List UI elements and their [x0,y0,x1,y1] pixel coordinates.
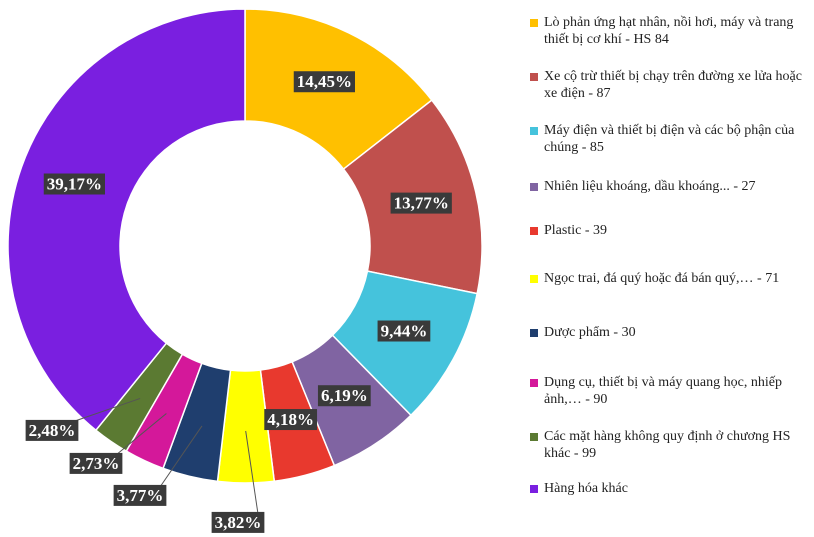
legend-item: Ngọc trai, đá quý hoặc đá bán quý,… - 71 [530,270,810,287]
label-box [390,192,452,214]
label-box [293,71,355,93]
leader-line [159,425,203,488]
legend-item: Nhiên liệu khoáng, dầu khoáng... - 27 [530,178,810,195]
data-label: 2,48% [25,419,79,441]
label-box [211,511,265,533]
data-label: 3,77% [113,484,167,506]
label-text: 4,18% [267,410,314,429]
legend-item: Máy điện và thiết bị điện và các bộ phận… [530,122,810,156]
legend-text: Nhiên liệu khoáng, dầu khoáng... - 27 [544,179,756,194]
legend-text: Các mặt hàng không quy định ở chương HS … [544,429,791,461]
legend-swatch [530,275,538,283]
leader-line [245,430,259,515]
legend-text: Plastic - 39 [544,223,607,238]
legend-text: Máy điện và thiết bị điện và các bộ phận… [544,123,795,155]
label-text: 14,45% [297,72,352,91]
legend-item: Xe cộ trừ thiết bị chạy trên đường xe lử… [530,68,810,102]
legend-swatch [530,19,538,27]
legend-text: Hàng hóa khác [544,481,628,496]
legend-swatch [530,183,538,191]
legend-text: Dụng cụ, thiết bị và máy quang học, nhiế… [544,375,782,407]
legend-swatch [530,127,538,135]
label-box [264,409,318,431]
label-text: 3,82% [215,513,262,532]
chart: 14,45% 13,77% 9,44% 6,19% 4,18% 3,82% 3,77% 2,7… [7,8,483,533]
label-box [25,419,79,441]
leader-line [115,413,167,456]
data-label: 14,45% [293,71,355,93]
legend-item: Lò phản ứng hạt nhân, nồi hơi, máy và tr… [530,14,810,48]
label-box [377,320,431,342]
label-text: 9,44% [381,322,428,341]
legend-item: Hàng hóa khác [530,480,810,497]
legend-text: Lò phản ứng hạt nhân, nồi hơi, máy và tr… [544,15,794,47]
label-text: 2,48% [29,421,76,440]
legend-swatch [530,485,538,493]
legend-text: Ngọc trai, đá quý hoặc đá bán quý,… - 71 [544,271,780,286]
data-label: 6,19% [317,385,371,407]
label-box [113,484,167,506]
data-label: 4,18% [264,409,318,431]
label-text: 39,17% [47,175,102,194]
data-label: 3,82% [211,511,265,533]
slice [7,8,246,432]
label-text: 6,19% [321,386,368,405]
label-text: 3,77% [117,486,164,505]
legend-item: Dược phẩm - 30 [530,324,810,341]
label-box [317,385,371,407]
legend-item: Các mặt hàng không quy định ở chương HS … [530,428,810,462]
legend-swatch [530,379,538,387]
legend-item: Plastic - 39 [530,222,810,239]
legend-text: Xe cộ trừ thiết bị chạy trên đường xe lử… [544,69,802,101]
data-label: 2,73% [69,452,123,474]
legend-swatch [530,73,538,81]
data-label: 13,77% [390,192,452,214]
legend-swatch [530,433,538,441]
label-box [43,173,106,195]
label-box [69,452,123,474]
data-label: 9,44% [377,320,431,342]
legend-swatch [530,227,538,235]
legend-item: Dụng cụ, thiết bị và máy quang học, nhiế… [530,374,810,408]
data-label: 39,17% [43,173,106,195]
legend-text: Dược phẩm - 30 [544,325,636,340]
label-text: 13,77% [394,194,449,213]
leader-line [71,397,141,423]
legend-swatch [530,329,538,337]
label-text: 2,73% [73,454,120,473]
